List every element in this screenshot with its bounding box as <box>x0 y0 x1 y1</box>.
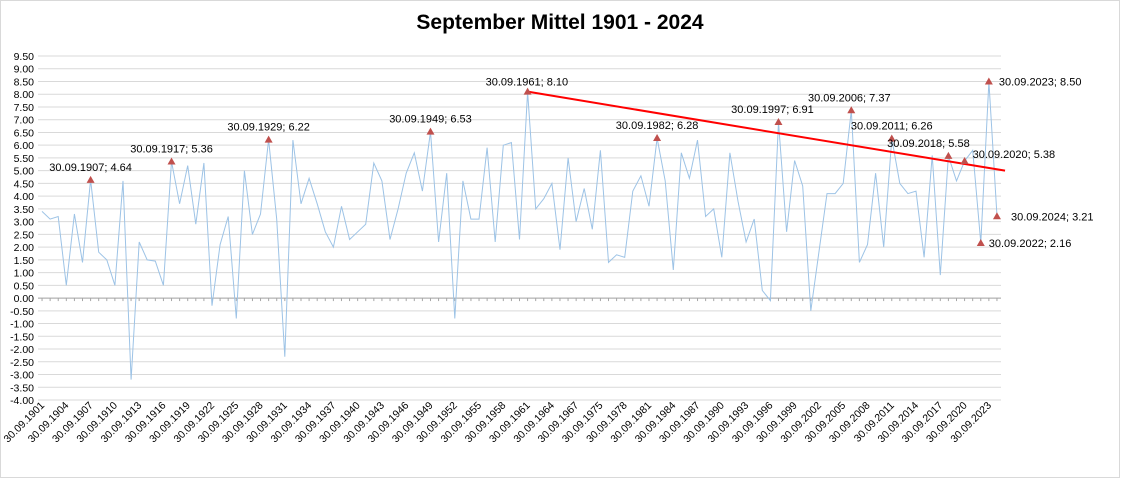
y-tick-label: 7.50 <box>14 102 35 114</box>
data-label: 30.09.2022; 2.16 <box>989 238 1072 250</box>
data-label: 30.09.1929; 6.22 <box>227 122 310 134</box>
y-tick-label: 2.50 <box>14 229 35 241</box>
data-marker <box>653 134 662 142</box>
data-label: 30.09.1907; 4.64 <box>49 162 132 174</box>
y-tick-label: 4.50 <box>14 178 35 190</box>
data-label: 30.09.1917; 5.36 <box>130 143 213 155</box>
data-marker <box>944 151 953 159</box>
data-label: 30.09.2023; 8.50 <box>999 76 1082 88</box>
y-tick-label: 7.00 <box>14 115 35 127</box>
y-tick-label: 3.50 <box>14 204 35 216</box>
data-label: 30.09.2020; 5.38 <box>973 149 1056 161</box>
y-tick-label: 9.00 <box>14 64 35 76</box>
y-tick-label: -3.00 <box>10 370 34 382</box>
data-label: 30.09.1961; 8.10 <box>486 77 569 89</box>
data-marker <box>992 212 1001 220</box>
y-tick-label: -2.50 <box>10 357 34 369</box>
series-line <box>41 81 998 380</box>
trend-line <box>527 90 1006 172</box>
data-marker <box>847 106 856 114</box>
data-marker <box>887 134 896 142</box>
data-marker <box>167 157 176 165</box>
data-label: 30.09.1949; 6.53 <box>389 114 472 126</box>
y-tick-label: -1.00 <box>10 319 34 331</box>
y-tick-label: 8.50 <box>14 76 35 88</box>
y-tick-label: 3.00 <box>14 217 35 229</box>
y-tick-label: -1.50 <box>10 331 34 343</box>
y-tick-label: -3.50 <box>10 382 34 394</box>
data-marker <box>976 239 985 247</box>
data-marker <box>774 117 783 125</box>
data-marker <box>960 156 969 164</box>
y-tick-label: 5.50 <box>14 153 35 165</box>
y-tick-label: 0.00 <box>14 293 35 305</box>
y-tick-label: 6.50 <box>14 127 35 139</box>
y-tick-label: -0.50 <box>10 306 34 318</box>
data-label: 30.09.2018; 5.58 <box>887 138 970 150</box>
data-label: 30.09.2024; 3.21 <box>1011 211 1094 223</box>
data-marker <box>426 127 435 135</box>
y-tick-label: 0.50 <box>14 280 35 292</box>
data-label: 30.09.2006; 7.37 <box>808 92 891 104</box>
y-tick-label: 5.00 <box>14 166 35 178</box>
data-marker <box>984 77 993 85</box>
data-marker <box>523 87 532 95</box>
data-marker <box>86 175 95 183</box>
data-label: 30.09.2011; 6.26 <box>851 121 933 133</box>
y-tick-label: 2.00 <box>14 242 35 254</box>
y-tick-label: 8.00 <box>14 89 35 101</box>
data-marker <box>264 135 273 143</box>
y-tick-label: 4.00 <box>14 191 35 203</box>
y-tick-label: 9.50 <box>14 51 35 63</box>
y-tick-label: 6.00 <box>14 140 35 152</box>
y-tick-label: 1.00 <box>14 268 35 280</box>
data-label: 30.09.1982; 6.28 <box>616 120 699 132</box>
data-label: 30.09.1997; 6.91 <box>731 104 814 116</box>
y-tick-label: -2.00 <box>10 344 34 356</box>
y-tick-label: -4.00 <box>10 395 34 407</box>
y-tick-label: 1.50 <box>14 255 35 267</box>
chart-title: September Mittel 1901 - 2024 <box>416 11 704 34</box>
